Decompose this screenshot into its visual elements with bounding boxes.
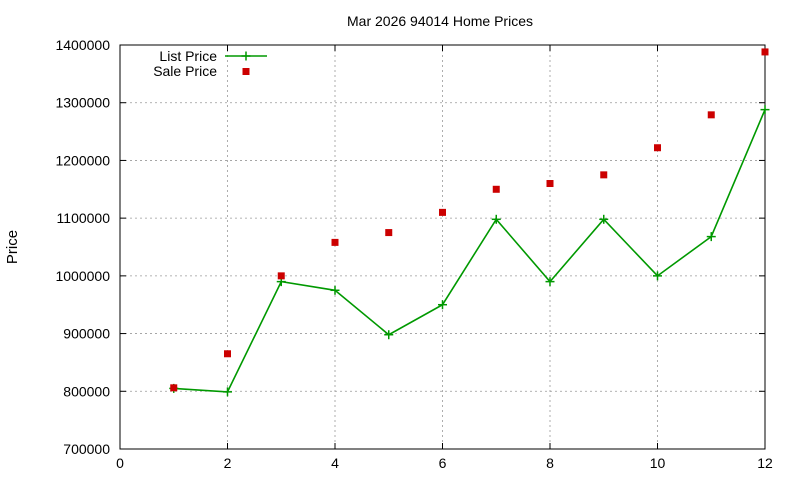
- sale-price-point: [761, 48, 769, 56]
- y-tick-label: 700000: [63, 441, 110, 457]
- list-price-point: [438, 300, 447, 310]
- sale-price-point: [331, 238, 339, 246]
- x-tick-label: 6: [439, 455, 447, 471]
- x-tick-label: 2: [224, 455, 232, 471]
- sale-price-point: [707, 111, 715, 119]
- list-price-point: [491, 214, 501, 224]
- y-tick-label: 1400000: [55, 37, 110, 53]
- sale-price-point: [546, 180, 554, 188]
- list-price-point: [330, 285, 340, 295]
- list-price-point: [545, 277, 555, 287]
- sale-price-point: [277, 272, 285, 280]
- legend-key-list-price: [225, 51, 267, 61]
- y-tick-label: 1300000: [55, 95, 110, 111]
- series-list-price: [169, 105, 770, 397]
- series-sale-price: [170, 48, 769, 392]
- grid: [120, 45, 765, 449]
- x-tick-label: 4: [331, 455, 339, 471]
- legend-label-sale-price: Sale Price: [153, 63, 217, 79]
- list-price-line: [173, 109, 766, 393]
- sale-price-point: [224, 350, 231, 358]
- list-price-point: [599, 214, 609, 224]
- y-tick-label: 1100000: [57, 210, 111, 226]
- sale-price-point: [385, 229, 393, 237]
- y-tick-label: 900000: [63, 326, 110, 342]
- y-tick-label: 1200000: [55, 152, 110, 168]
- sale-price-point: [654, 144, 661, 152]
- y-tick-label: 800000: [63, 383, 110, 399]
- list-price-point: [760, 105, 770, 115]
- legend-key-sale-price: [242, 68, 250, 75]
- y-tick-label: 1000000: [55, 268, 110, 284]
- chart-title: Mar 2026 94014 Home Prices: [347, 13, 533, 29]
- series-layer: [169, 48, 770, 397]
- x-tick-label: 10: [650, 455, 666, 471]
- x-tick-label: 0: [116, 455, 124, 471]
- list-price-point: [653, 271, 662, 281]
- list-price-point: [706, 232, 716, 242]
- list-price-point: [223, 387, 232, 397]
- list-price-point: [384, 330, 394, 340]
- sale-price-point: [439, 208, 446, 216]
- x-tick-label: 12: [757, 455, 773, 471]
- legend-label-list-price: List Price: [159, 48, 217, 64]
- y-axis-label: Price: [4, 230, 21, 264]
- ticks: 0 2 4 6 8 10 12 700000 800000 900000 1000000 110000…: [55, 37, 773, 471]
- x-tick-label: 8: [546, 455, 554, 471]
- sale-price-point: [170, 384, 178, 392]
- sale-price-point: [492, 185, 500, 193]
- sale-price-point: [600, 171, 608, 179]
- legend: List Price Sale Price: [153, 48, 267, 79]
